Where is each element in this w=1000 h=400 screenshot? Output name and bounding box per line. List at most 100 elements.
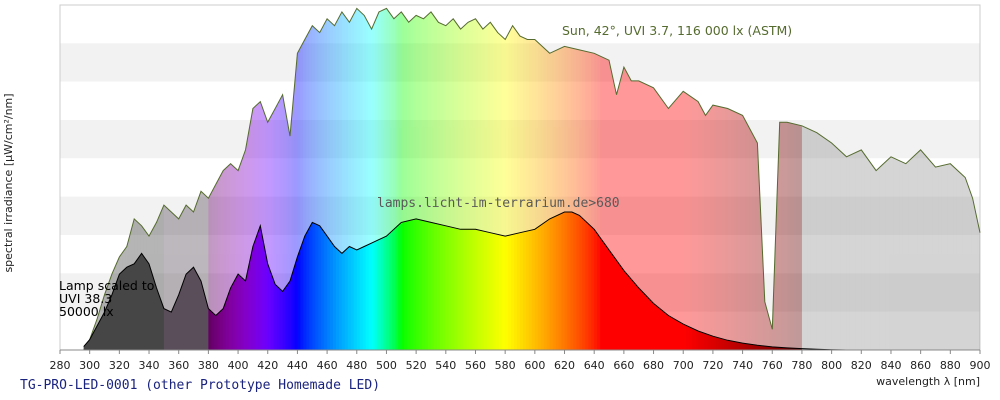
sun-color-stripe xyxy=(436,8,441,350)
lamp-color-stripe xyxy=(143,212,147,350)
sun-color-stripe xyxy=(680,8,684,350)
lamp-color-stripe xyxy=(528,212,533,350)
sun-color-stripe xyxy=(294,8,299,350)
lamp-color-stripe xyxy=(522,212,527,350)
x-tick-label: 380 xyxy=(198,359,219,372)
sun-color-stripe xyxy=(923,8,928,350)
sun-color-stripe xyxy=(849,8,853,350)
x-axis-label: wavelength λ [nm] xyxy=(876,375,980,388)
sun-color-stripe xyxy=(585,8,589,350)
sun-color-stripe xyxy=(220,8,224,350)
sun-color-stripe xyxy=(241,8,245,350)
sun-color-stripe xyxy=(291,8,296,350)
lamp-color-stripe xyxy=(454,212,459,350)
sun-color-stripe xyxy=(626,8,631,350)
lamp-color-stripe xyxy=(389,212,393,350)
sun-color-stripe xyxy=(493,8,497,350)
lamp-color-stripe xyxy=(573,212,577,350)
sun-color-stripe xyxy=(410,8,414,350)
sun-color-stripe xyxy=(312,8,316,350)
sun-color-stripe xyxy=(341,8,346,350)
x-tick-label: 340 xyxy=(139,359,160,372)
sun-color-stripe xyxy=(537,8,542,350)
sun-color-stripe xyxy=(365,8,370,350)
sun-color-stripe xyxy=(623,8,628,350)
sun-color-stripe xyxy=(727,8,732,350)
lamp-color-stripe xyxy=(377,212,382,350)
lamp-color-stripe xyxy=(140,212,144,350)
sun-color-stripe xyxy=(511,8,515,350)
sun-color-stripe xyxy=(612,8,616,350)
sun-color-stripe xyxy=(706,8,711,350)
lamp-color-stripe xyxy=(517,212,521,350)
lamp-color-stripe xyxy=(442,212,447,350)
sun-color-stripe xyxy=(404,8,408,350)
grid-band xyxy=(60,158,980,197)
sun-color-stripe xyxy=(914,8,919,350)
lamp-color-stripe xyxy=(534,212,539,350)
sun-color-stripe xyxy=(570,8,575,350)
lamp-color-stripe xyxy=(324,212,328,350)
lamp-color-stripe xyxy=(187,212,192,350)
x-tick-label: 740 xyxy=(732,359,753,372)
x-tick-label: 680 xyxy=(643,359,664,372)
sun-color-stripe xyxy=(879,8,883,350)
sun-color-stripe xyxy=(300,8,304,350)
sun-color-stripe xyxy=(338,8,343,350)
sun-color-stripe xyxy=(902,8,907,350)
lamp-color-stripe xyxy=(386,212,391,350)
sun-color-stripe xyxy=(825,8,830,350)
lamp-color-stripe xyxy=(300,212,304,350)
sun-color-stripe xyxy=(255,8,260,350)
lamp-color-stripe xyxy=(255,212,260,350)
sun-color-stripe xyxy=(686,8,690,350)
x-tick-label: 600 xyxy=(524,359,545,372)
sun-color-stripe xyxy=(677,8,681,350)
lamp-color-stripe xyxy=(413,212,417,350)
sun-color-stripe xyxy=(309,8,313,350)
lamp-color-stripe xyxy=(410,212,414,350)
sun-color-stripe xyxy=(439,8,444,350)
lamp-color-stripe xyxy=(508,212,512,350)
x-tick-label: 520 xyxy=(406,359,427,372)
lamp-color-stripe xyxy=(401,212,405,350)
lamp-color-stripe xyxy=(520,212,524,350)
x-tick-label: 640 xyxy=(584,359,605,372)
lamp-color-stripe xyxy=(315,212,319,350)
lamp-color-stripe xyxy=(404,212,408,350)
sun-color-stripe xyxy=(374,8,379,350)
grid-band xyxy=(60,196,980,235)
lamp-color-stripe xyxy=(564,212,569,350)
grid-band xyxy=(60,5,980,44)
sun-color-stripe xyxy=(733,8,738,350)
sun-color-stripe xyxy=(235,8,239,350)
lamp-color-stripe xyxy=(433,212,438,350)
sun-color-stripe xyxy=(555,8,560,350)
x-tick-label: 540 xyxy=(435,359,456,372)
lamp-color-stripe xyxy=(333,212,337,350)
sun-color-stripe xyxy=(926,8,931,350)
sun-color-stripe xyxy=(861,8,865,350)
sun-color-stripe xyxy=(947,8,951,350)
lamp-color-stripe xyxy=(137,212,141,350)
grid-band xyxy=(60,43,980,82)
lamp-color-stripe xyxy=(134,212,138,350)
sun-color-stripe xyxy=(614,8,619,350)
sun-color-stripe xyxy=(736,8,741,350)
sun-color-stripe xyxy=(659,8,664,350)
sun-color-stripe xyxy=(398,8,402,350)
sun-color-stripe xyxy=(525,8,530,350)
sun-color-stripe xyxy=(353,8,358,350)
lamp-color-stripe xyxy=(469,212,474,350)
lamp-color-stripe xyxy=(537,212,542,350)
sun-color-stripe xyxy=(798,8,803,350)
x-tick-label: 900 xyxy=(970,359,991,372)
sun-color-stripe xyxy=(834,8,839,350)
sun-color-stripe xyxy=(591,8,595,350)
lamp-color-stripe xyxy=(623,212,628,350)
sun-color-stripe xyxy=(306,8,310,350)
lamp-color-stripe xyxy=(505,212,509,350)
sun-color-stripe xyxy=(377,8,382,350)
lamp-color-stripe xyxy=(321,212,325,350)
lamp-color-stripe xyxy=(392,212,396,350)
